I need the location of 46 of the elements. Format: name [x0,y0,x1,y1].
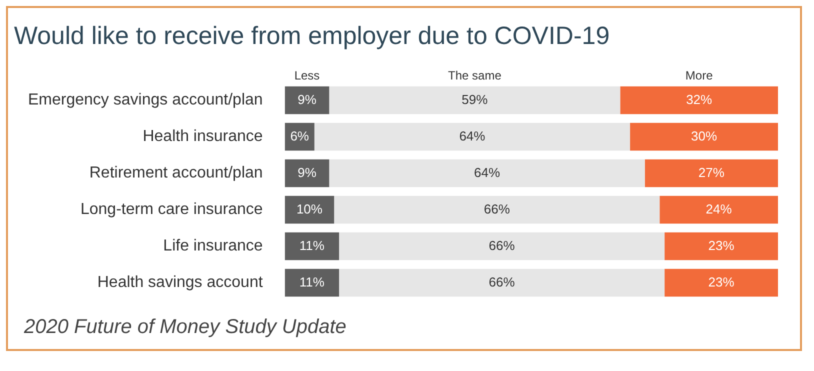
bar [664,232,778,260]
bar [314,122,630,151]
data-label: 24% [706,201,732,216]
bar [660,196,778,224]
bar [284,232,340,260]
data-label: 66% [488,274,516,290]
series-label: Less [294,68,320,83]
chart-title: Would like to receive from employer due to COVID-19 [14,22,610,50]
text: 2020 Future of Money Study Update [24,316,346,339]
data-label: 64% [474,164,500,180]
bar [630,122,778,151]
data-label: 32% [686,92,713,107]
data-label: 30% [691,128,718,144]
y-tick-label: Life insurance [163,238,263,255]
y-tick-label: Health insurance [142,128,263,146]
data-label: 59% [462,92,488,107]
bar [329,159,645,188]
data-label: 10% [296,201,323,216]
series-label: More [685,68,714,83]
data-label: 11% [299,238,325,253]
data-label: 23% [708,238,735,253]
series-label: The same [448,68,502,83]
bar [664,268,778,297]
bar [284,159,330,188]
data-label: 9% [298,92,317,107]
bar [329,86,620,114]
bar [284,196,334,224]
data-label: 27% [698,164,725,180]
bar [339,232,665,260]
y-tick-label: Emergency savings account/plan [28,92,263,109]
y-tick-label: Health savings account [97,274,264,292]
data-label: 6% [290,128,310,144]
data-label: 66% [488,238,516,253]
bar [339,268,665,297]
data-label: 9% [298,164,317,180]
y-tick-label: Long-term care insurance [80,201,263,218]
bar [284,268,340,297]
data-label: 66% [484,201,510,216]
y-tick-label: Retirement account/plan [89,164,263,182]
bar [620,86,778,114]
bar [334,196,660,224]
data-label: 11% [299,274,325,290]
bar [284,86,330,114]
data-label: 64% [459,128,486,144]
data-label: 23% [708,274,735,290]
bar [644,159,778,188]
